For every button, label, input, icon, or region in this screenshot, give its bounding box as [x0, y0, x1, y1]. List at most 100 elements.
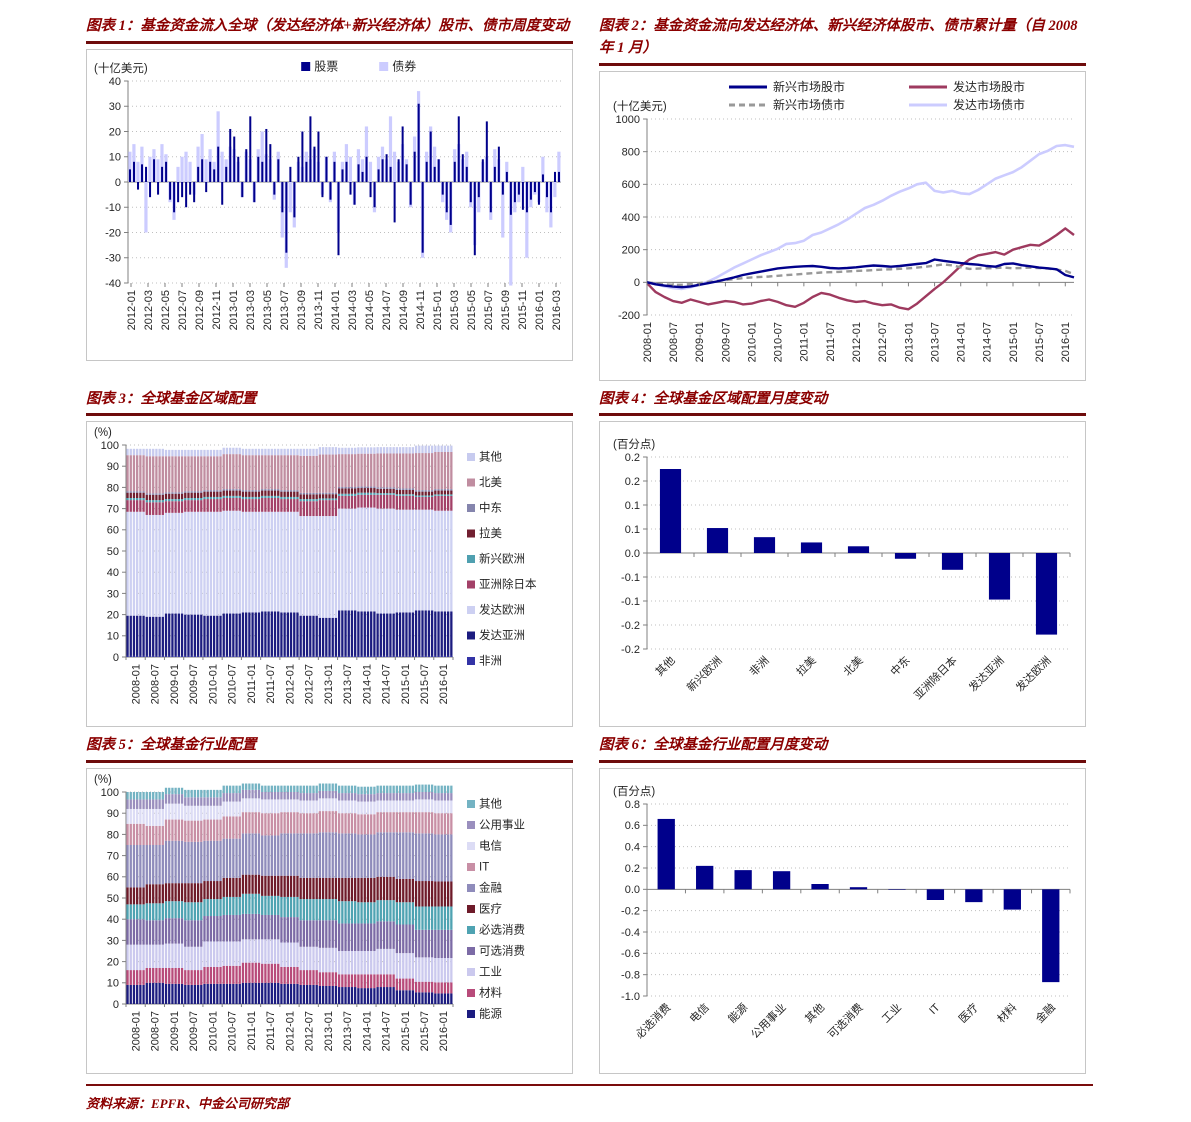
svg-text:40: 40 [109, 76, 121, 88]
svg-text:其他: 其他 [802, 1001, 827, 1026]
svg-text:2012-09: 2012-09 [194, 290, 206, 330]
svg-text:亚洲除日本: 亚洲除日本 [911, 653, 960, 702]
svg-text:50: 50 [107, 546, 119, 558]
svg-text:股票: 股票 [314, 59, 338, 73]
svg-text:0.8: 0.8 [625, 799, 640, 811]
svg-text:70: 70 [107, 850, 119, 862]
svg-text:2015-07: 2015-07 [419, 1011, 431, 1051]
svg-text:2012-01: 2012-01 [284, 1011, 296, 1051]
svg-text:2016-01: 2016-01 [438, 1011, 450, 1051]
svg-text:2011-01: 2011-01 [799, 322, 811, 362]
svg-text:80: 80 [107, 483, 119, 495]
svg-text:0.4: 0.4 [625, 842, 640, 854]
svg-text:70: 70 [107, 504, 119, 516]
svg-text:2014-07: 2014-07 [381, 1011, 393, 1051]
chart-5-title: 图表 5：全球基金行业配置 [86, 735, 573, 763]
svg-text:金融: 金融 [1032, 1000, 1057, 1025]
svg-text:2013-01: 2013-01 [228, 290, 240, 330]
svg-text:0.2: 0.2 [625, 863, 640, 875]
svg-text:能源: 能源 [725, 1000, 750, 1025]
chart-2-svg: 1000 800 600 400 200 0 -200 (十亿美元) 2008-01 2008-0… [613, 79, 1075, 362]
svg-text:40: 40 [107, 567, 119, 579]
svg-text:亚洲除日本: 亚洲除日本 [479, 577, 537, 591]
svg-text:2016-01: 2016-01 [534, 290, 546, 330]
svg-text:-10: -10 [105, 202, 121, 214]
svg-text:2015-05: 2015-05 [466, 290, 478, 330]
svg-text:(%): (%) [94, 427, 112, 439]
chart-2-plot: 1000 800 600 400 200 0 -200 (十亿美元) 2008-01 2008-0… [601, 73, 1084, 379]
svg-text:2015-11: 2015-11 [517, 290, 529, 330]
svg-text:20: 20 [107, 956, 119, 968]
svg-text:100: 100 [101, 440, 119, 452]
chart-1-svg: 40 30 20 10 0 -10 -20 -30 -40 (十亿美元) 2012-01 2012-0… [94, 58, 563, 330]
svg-text:2016-01: 2016-01 [438, 664, 450, 704]
svg-text:2009-01: 2009-01 [694, 322, 706, 362]
svg-text:90: 90 [107, 808, 119, 820]
svg-text:-30: -30 [105, 252, 121, 264]
svg-text:新兴市场股市: 新兴市场股市 [773, 79, 845, 94]
svg-text:北美: 北美 [479, 475, 502, 489]
chart-4-plot: 0.2 0.2 0.1 0.1 0.0 -0.1 -0.1 -0.2 -0.2 (百分点) 其他 新兴… [601, 423, 1084, 725]
svg-text:60: 60 [107, 872, 119, 884]
svg-text:2010-07: 2010-07 [227, 664, 239, 704]
svg-text:医疗: 医疗 [479, 902, 502, 916]
svg-text:2008-01: 2008-01 [642, 322, 654, 362]
svg-text:1000: 1000 [616, 113, 640, 125]
svg-text:2014-11: 2014-11 [415, 290, 427, 330]
svg-text:0: 0 [113, 999, 119, 1011]
chart-3-title: 图表 3：全球基金区域配置 [86, 389, 573, 417]
svg-text:10: 10 [107, 631, 119, 643]
svg-text:2012-05: 2012-05 [160, 290, 172, 330]
chart-4-title: 图表 4：全球基金区域配置月度变动 [599, 389, 1086, 417]
svg-text:600: 600 [622, 179, 640, 191]
svg-text:0.2: 0.2 [625, 452, 640, 464]
svg-text:2013-01: 2013-01 [323, 1011, 335, 1051]
svg-text:60: 60 [107, 525, 119, 537]
chart-1-title: 图表 1：基金资金流入全球（发达经济体+新兴经济体）股市、债市周度变动 [86, 16, 573, 44]
svg-text:10: 10 [109, 151, 121, 163]
svg-text:30: 30 [107, 589, 119, 601]
svg-text:0.6: 0.6 [625, 820, 640, 832]
svg-text:拉美: 拉美 [793, 653, 818, 678]
svg-text:2010-01: 2010-01 [207, 664, 219, 704]
svg-text:2014-09: 2014-09 [398, 290, 410, 330]
svg-text:2008-01: 2008-01 [130, 664, 142, 704]
svg-text:发达欧洲: 发达欧洲 [1013, 653, 1054, 694]
svg-text:2015-07: 2015-07 [1034, 322, 1046, 362]
svg-text:发达亚洲: 发达亚洲 [966, 653, 1007, 694]
chart-4-canvas: 0.2 0.2 0.1 0.1 0.0 -0.1 -0.1 -0.2 -0.2 (百分点) 其他 新兴… [599, 421, 1086, 728]
svg-text:40: 40 [107, 914, 119, 926]
svg-text:-200: -200 [618, 309, 640, 321]
chart-4-svg: 0.2 0.2 0.1 0.1 0.0 -0.1 -0.1 -0.2 -0.2 (百分点) 其他 新兴… [613, 438, 1071, 702]
svg-text:10: 10 [107, 978, 119, 990]
chart-row-2: 图表 3：全球基金区域配置 100 90 80 70 60 50 40 30 20 10 0 (%) 2… [86, 389, 1093, 728]
svg-text:2012-07: 2012-07 [304, 664, 316, 704]
svg-text:2014-07: 2014-07 [381, 290, 393, 330]
svg-text:材料: 材料 [994, 1000, 1019, 1025]
svg-text:0.1: 0.1 [625, 500, 640, 512]
chart-3-canvas: 100 90 80 70 60 50 40 30 20 10 0 (%) 2008-01 2008-07 2… [86, 421, 573, 728]
svg-text:2013-03: 2013-03 [245, 290, 257, 330]
svg-text:20: 20 [107, 610, 119, 622]
svg-text:80: 80 [107, 829, 119, 841]
svg-text:2010-01: 2010-01 [207, 1011, 219, 1051]
svg-text:2014-01: 2014-01 [361, 1011, 373, 1051]
svg-text:发达亚洲: 发达亚洲 [479, 628, 525, 642]
chart-6-title: 图表 6：全球基金行业配置月度变动 [599, 735, 1086, 763]
svg-text:发达市场股市: 发达市场股市 [953, 79, 1025, 94]
svg-text:中东: 中东 [479, 502, 502, 515]
svg-text:2015-07: 2015-07 [483, 290, 495, 330]
chart-6-panel: 图表 6：全球基金行业配置月度变动 0.8 0.6 0.4 0.2 0.0 -0.2 -0.… [599, 735, 1086, 1074]
svg-text:0: 0 [113, 652, 119, 664]
svg-text:2013-07: 2013-07 [279, 290, 291, 330]
svg-text:2016-01: 2016-01 [1060, 322, 1072, 362]
svg-text:2014-01: 2014-01 [956, 322, 968, 362]
svg-text:-1.0: -1.0 [621, 991, 640, 1003]
svg-text:2008-07: 2008-07 [150, 664, 162, 704]
chart-row-3: 图表 5：全球基金行业配置 100 90 80 70 60 50 40 30 20 10 0 (%) 2… [86, 735, 1093, 1074]
svg-text:0.1: 0.1 [625, 524, 640, 536]
svg-text:-0.2: -0.2 [621, 906, 640, 918]
svg-text:2013-07: 2013-07 [929, 322, 941, 362]
svg-text:2013-09: 2013-09 [296, 290, 308, 330]
